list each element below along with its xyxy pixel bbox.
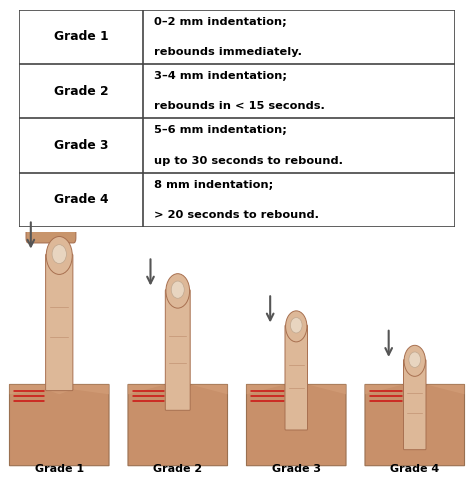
Text: > 20 seconds to rebound.: > 20 seconds to rebound. xyxy=(154,210,319,220)
Ellipse shape xyxy=(171,281,184,298)
Ellipse shape xyxy=(166,274,190,308)
Polygon shape xyxy=(365,384,465,466)
FancyBboxPatch shape xyxy=(46,254,73,391)
Text: Grade 1: Grade 1 xyxy=(54,30,109,43)
Text: Grade 4: Grade 4 xyxy=(390,464,439,474)
Text: up to 30 seconds to rebound.: up to 30 seconds to rebound. xyxy=(154,156,343,166)
Text: Grade 3: Grade 3 xyxy=(54,139,109,152)
FancyBboxPatch shape xyxy=(19,10,455,227)
Ellipse shape xyxy=(46,237,72,274)
Text: 5–6 mm indentation;: 5–6 mm indentation; xyxy=(154,125,287,135)
Ellipse shape xyxy=(52,245,66,263)
Text: 3–4 mm indentation;: 3–4 mm indentation; xyxy=(154,71,287,81)
Polygon shape xyxy=(128,384,228,466)
Ellipse shape xyxy=(404,345,426,376)
Ellipse shape xyxy=(291,317,302,333)
Text: Grade 1: Grade 1 xyxy=(35,464,84,474)
Text: Grade 2: Grade 2 xyxy=(54,85,109,98)
Ellipse shape xyxy=(285,311,307,342)
Text: rebounds in < 15 seconds.: rebounds in < 15 seconds. xyxy=(154,101,325,111)
Ellipse shape xyxy=(409,352,420,368)
Polygon shape xyxy=(73,195,89,225)
Text: Grade 3: Grade 3 xyxy=(272,464,321,474)
Text: Grade 2: Grade 2 xyxy=(153,464,202,474)
FancyBboxPatch shape xyxy=(26,179,76,243)
FancyBboxPatch shape xyxy=(403,359,426,450)
Text: 0–2 mm indentation;: 0–2 mm indentation; xyxy=(154,17,287,26)
Polygon shape xyxy=(128,384,228,409)
Polygon shape xyxy=(246,384,346,429)
Text: rebounds immediately.: rebounds immediately. xyxy=(154,47,302,57)
Text: 8 mm indentation;: 8 mm indentation; xyxy=(154,180,273,190)
Polygon shape xyxy=(9,384,109,466)
Polygon shape xyxy=(246,384,346,466)
FancyBboxPatch shape xyxy=(165,290,190,410)
Polygon shape xyxy=(9,384,109,394)
Text: Grade 4: Grade 4 xyxy=(54,194,109,206)
FancyBboxPatch shape xyxy=(285,325,308,430)
Polygon shape xyxy=(365,384,465,448)
